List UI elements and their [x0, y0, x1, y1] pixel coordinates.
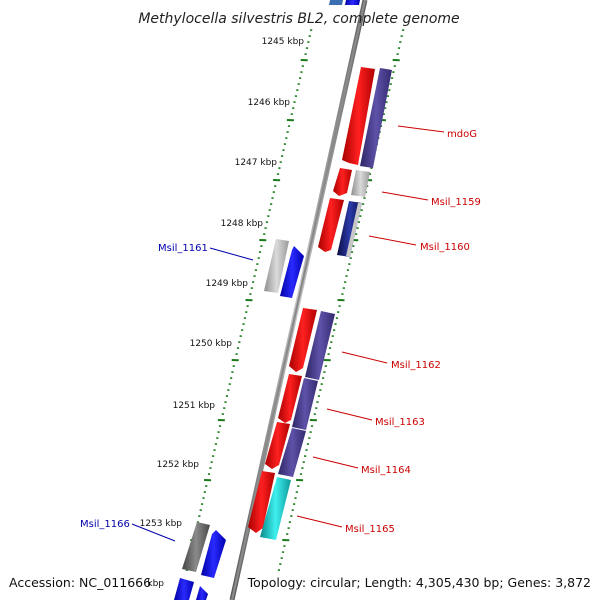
gene-msil1162-red	[289, 308, 317, 372]
kbp-label: 1246 kbp	[248, 98, 291, 108]
kbp-label: 1249 kbp	[206, 279, 249, 289]
kbp-label: 1251 kbp	[173, 401, 216, 411]
gene-msil1164-dark	[278, 428, 306, 477]
gene-label-mdog: mdoG	[447, 129, 477, 140]
gene-labels: mdoG Msil_1159 Msil_1160 Msil_1161 Msil_…	[80, 129, 481, 535]
kbp-label: 1248 kbp	[221, 219, 264, 229]
gene-msil1159-red	[333, 168, 352, 196]
top-partial-genes	[329, 0, 360, 5]
kbp-label: 1252 kbp	[157, 460, 200, 470]
gene-label-msil-1164: Msil_1164	[361, 465, 411, 476]
kbp-label: 1245 kbp	[262, 37, 305, 47]
gene-msil1166-gray	[182, 522, 210, 572]
map-title: Methylocella silvestris BL2, complete ge…	[138, 11, 459, 27]
gene-mdog-red	[342, 67, 375, 165]
kbp-label: kbp	[147, 579, 164, 589]
gene-msil1165-red	[248, 471, 275, 533]
gene-label-msil-1162: Msil_1162	[391, 360, 441, 371]
gene-msil1161-blue	[280, 246, 304, 298]
gene-msil1163-dark	[292, 378, 318, 430]
gene-msil1160-red	[318, 198, 344, 252]
genome-summary-text: Topology: circular; Length: 4,305,430 bp…	[247, 575, 591, 590]
tick-ruler-right	[277, 29, 405, 571]
gene-msil1166-blue	[201, 530, 226, 578]
leader-lines	[131, 125, 445, 542]
accession-text: Accession: NC_011666	[9, 575, 151, 590]
kbp-labels: 1245 kbp 1246 kbp 1247 kbp 1248 kbp 1249…	[140, 37, 305, 589]
gene-msil1162-dark	[305, 311, 335, 380]
kbp-label: 1250 kbp	[190, 339, 233, 349]
gene-label-msil-1165: Msil_1165	[345, 524, 395, 535]
gene-msil1160-light-edge	[346, 203, 362, 257]
tick-ruler-left	[185, 29, 313, 571]
gene-msil1159-light	[351, 170, 370, 197]
kbp-label: 1247 kbp	[235, 158, 278, 168]
gene-label-msil-1159: Msil_1159	[431, 197, 481, 208]
gene-msil1161-light	[264, 239, 289, 293]
gene-mdog-dark	[360, 68, 392, 168]
gene-msil1163-red	[278, 374, 302, 423]
gene-bottom-1	[174, 578, 194, 600]
gene-label-msil-1160: Msil_1160	[420, 242, 470, 253]
gene-msil1165-cyan	[260, 477, 291, 540]
gene-label-msil-1166: Msil_1166	[80, 519, 130, 530]
backbone	[229, 0, 368, 600]
gene-bottom-2	[196, 586, 208, 600]
kbp-label: 1253 kbp	[140, 519, 183, 529]
genes	[174, 67, 392, 600]
gene-label-msil-1163: Msil_1163	[375, 417, 425, 428]
gene-label-msil-1161: Msil_1161	[158, 243, 208, 254]
gene-msil1164-red	[265, 422, 290, 469]
